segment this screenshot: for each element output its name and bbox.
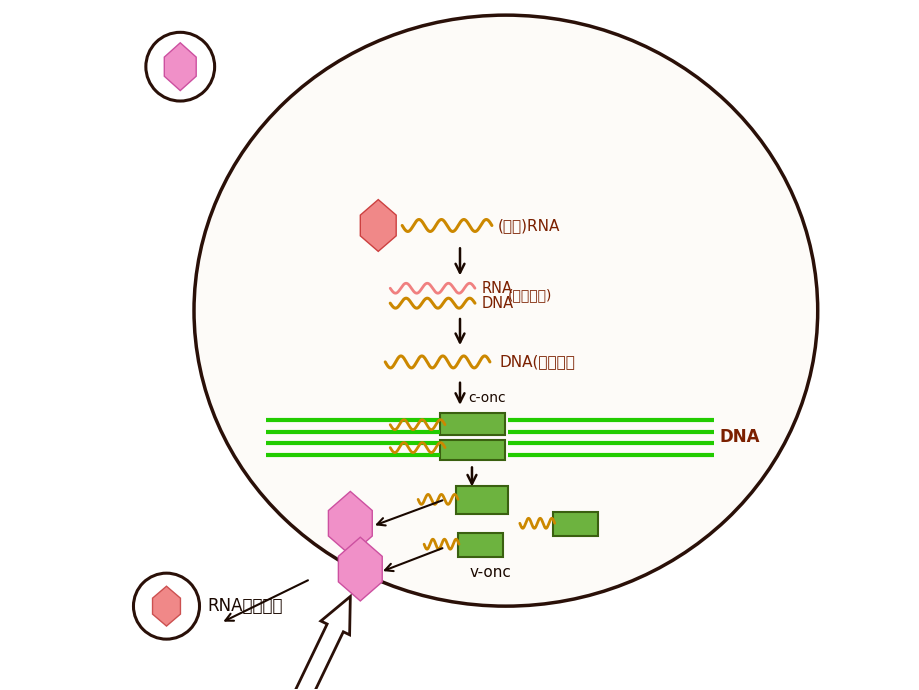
Text: (逆转录酶): (逆转录酶): [507, 288, 551, 302]
Text: RNA: RNA: [482, 281, 513, 296]
FancyBboxPatch shape: [552, 512, 597, 536]
Ellipse shape: [194, 15, 817, 606]
Text: DNA: DNA: [719, 428, 759, 446]
Text: RNA病毒粒子: RNA病毒粒子: [208, 597, 283, 615]
Polygon shape: [360, 199, 396, 251]
FancyArrow shape: [240, 596, 350, 690]
Text: v-onc: v-onc: [470, 564, 511, 580]
Polygon shape: [328, 491, 372, 555]
FancyBboxPatch shape: [439, 413, 505, 435]
Circle shape: [146, 32, 214, 101]
FancyBboxPatch shape: [458, 533, 503, 557]
Text: DNA: DNA: [482, 296, 514, 310]
Polygon shape: [165, 43, 196, 90]
Text: (病毒)RNA: (病毒)RNA: [497, 218, 560, 233]
FancyBboxPatch shape: [456, 486, 507, 514]
Text: c-onc: c-onc: [468, 391, 505, 405]
Text: DNA(前病毒）: DNA(前病毒）: [499, 355, 575, 369]
Polygon shape: [338, 538, 381, 601]
Circle shape: [133, 573, 199, 639]
Polygon shape: [153, 586, 180, 626]
FancyBboxPatch shape: [439, 440, 505, 460]
